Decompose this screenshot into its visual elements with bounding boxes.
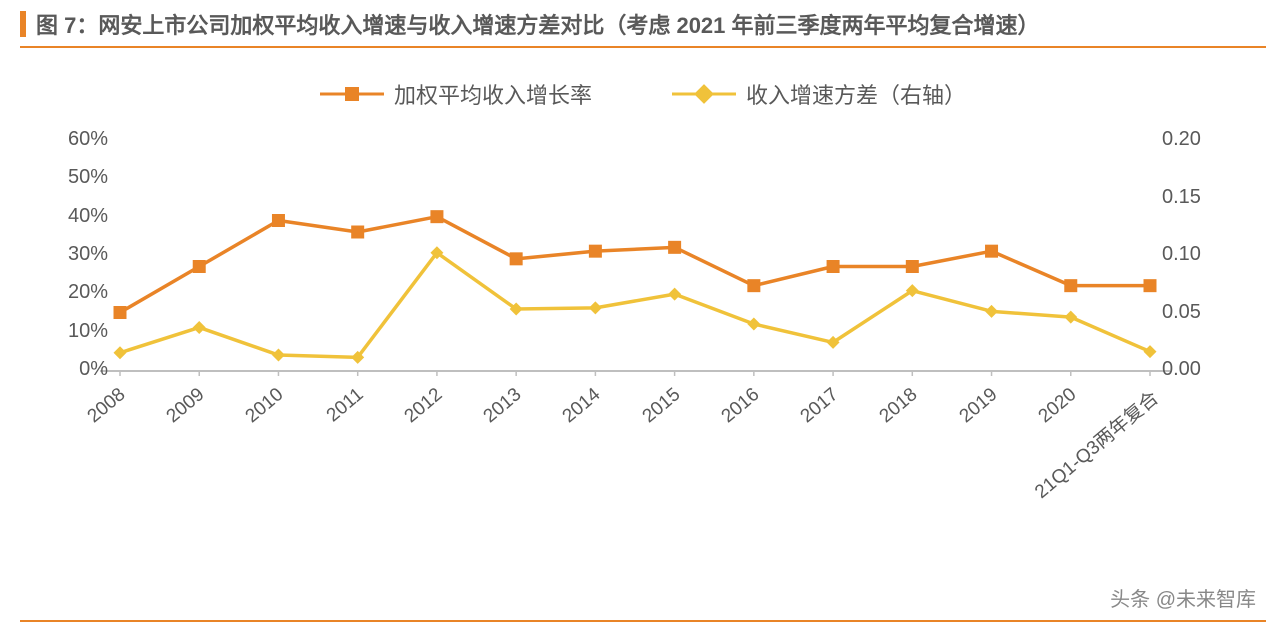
series-marker-square (351, 226, 364, 239)
y-right-tick-label: 0.15 (1162, 186, 1201, 209)
series-marker-diamond (589, 301, 602, 314)
series-marker-diamond (985, 305, 998, 318)
watermark: 头条 @未来智库 (1110, 583, 1256, 612)
series-marker-diamond (668, 288, 681, 301)
legend-swatch-2 (672, 84, 736, 104)
series-marker-square (985, 245, 998, 258)
y-left-tick-label: 60% (40, 128, 108, 151)
legend-swatch-1 (320, 84, 384, 104)
series-marker-square (193, 260, 206, 273)
series-marker-diamond (1064, 311, 1077, 324)
series-marker-diamond (747, 318, 760, 331)
series-marker-square (589, 245, 602, 258)
y-left-tick-label: 50% (40, 166, 108, 189)
series-line (120, 253, 1150, 358)
series-marker-square (114, 306, 127, 319)
series-marker-diamond (1144, 345, 1157, 358)
series-marker-diamond (114, 346, 127, 359)
chart-title: 图 7：网安上市公司加权平均收入增速与收入增速方差对比（考虑 2021 年前三季… (36, 8, 1040, 40)
y-right-tick-label: 0.20 (1162, 128, 1201, 151)
legend: 加权平均收入增长率 收入增速方差（右轴） (0, 78, 1286, 110)
legend-item-2: 收入增速方差（右轴） (672, 78, 966, 110)
series-marker-diamond (193, 321, 206, 334)
series-marker-square (430, 210, 443, 223)
series-marker-square (906, 260, 919, 273)
y-right-tick-label: 0.00 (1162, 358, 1201, 381)
series-marker-diamond (272, 349, 285, 362)
chart-title-bar: 图 7：网安上市公司加权平均收入增速与收入增速方差对比（考虑 2021 年前三季… (0, 0, 1286, 46)
legend-label-1: 加权平均收入增长率 (394, 78, 592, 110)
y-left-tick-label: 0% (40, 358, 108, 381)
series-marker-square (1144, 279, 1157, 292)
legend-label-2: 收入增速方差（右轴） (746, 78, 966, 110)
y-left-tick-label: 30% (40, 243, 108, 266)
title-accent-block (20, 11, 26, 37)
y-right-tick-label: 0.05 (1162, 301, 1201, 324)
series-marker-square (510, 252, 523, 265)
y-left-tick-label: 20% (40, 281, 108, 304)
title-rule (20, 46, 1266, 48)
series-marker-square (272, 214, 285, 227)
bottom-rule (20, 620, 1266, 622)
series-marker-square (1064, 279, 1077, 292)
series-marker-square (668, 241, 681, 254)
y-left-tick-label: 10% (40, 320, 108, 343)
legend-item-1: 加权平均收入增长率 (320, 78, 592, 110)
y-right-tick-label: 0.10 (1162, 243, 1201, 266)
series-line (120, 217, 1150, 313)
y-left-tick-label: 40% (40, 205, 108, 228)
plot-area: 0% 10% 20% 30% 40% 50% 60% 0.00 0.05 0.10 0.15 0.20… (40, 120, 1246, 540)
series-marker-square (827, 260, 840, 273)
series-marker-square (747, 279, 760, 292)
